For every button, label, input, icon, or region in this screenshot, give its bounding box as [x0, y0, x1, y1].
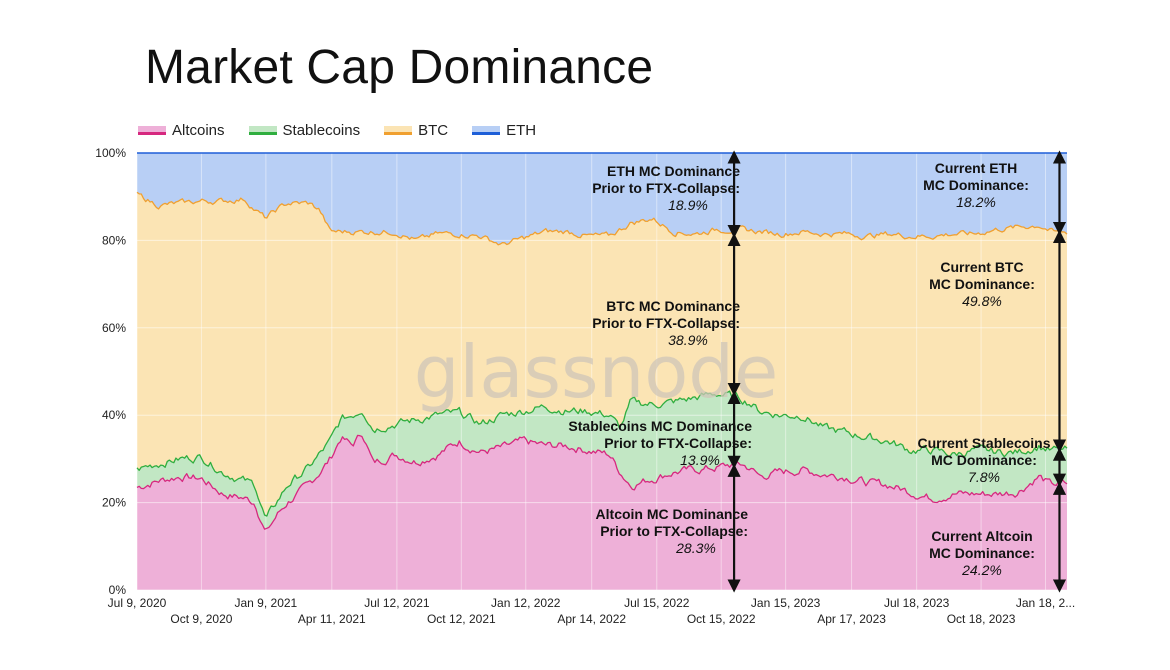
annotation-title: Stablecoins MC Dominance: [568, 418, 752, 434]
annotation-value: 18.9%: [668, 197, 708, 213]
x-tick-label: Jan 18, 2...: [1016, 596, 1075, 610]
annotation-title: Prior to FTX-Collapse:: [592, 315, 740, 331]
chart-title: Market Cap Dominance: [145, 41, 654, 94]
annotation-value: 28.3%: [675, 540, 716, 556]
y-tick-label: 40%: [102, 408, 126, 422]
y-tick-label: 20%: [102, 496, 126, 510]
annotation-title: BTC MC Dominance: [606, 298, 740, 314]
annotation-title: MC Dominance:: [931, 452, 1037, 468]
legend-label-eth: ETH: [506, 122, 537, 139]
legend-item-eth[interactable]: ETH: [472, 122, 536, 139]
watermark: glassnode: [414, 330, 779, 414]
line-btc: [136, 191, 1068, 246]
x-tick-label: Jan 9, 2021: [235, 596, 298, 610]
annotation-value: 38.9%: [668, 332, 708, 348]
x-tick-label: Jan 12, 2022: [491, 596, 561, 610]
annotation-title: MC Dominance:: [923, 177, 1029, 193]
annotation-title: Prior to FTX-Collapse:: [600, 523, 748, 539]
line-altcoins: [136, 434, 1068, 530]
legend-swatch-eth: [472, 126, 501, 135]
annotation-title: Prior to FTX-Collapse:: [604, 435, 752, 451]
annotation-title: MC Dominance:: [929, 276, 1035, 292]
x-tick-label: Jul 9, 2020: [108, 596, 167, 610]
annotation-value: 13.9%: [680, 452, 720, 468]
annotation-title: Current Stablecoins: [917, 435, 1050, 451]
x-tick-label: Jan 15, 2023: [751, 596, 821, 610]
annotation-value: 18.2%: [956, 194, 996, 210]
area-layer: [137, 153, 1067, 591]
legend-swatch-stablecoins: [248, 126, 277, 135]
annotation-value: 7.8%: [968, 469, 1000, 485]
x-tick-label: Apr 17, 2023: [817, 612, 886, 626]
legend-item-altcoins[interactable]: Altcoins: [138, 122, 225, 139]
y-tick-label: 80%: [102, 233, 126, 247]
annotation-title: Current Altcoin: [931, 528, 1032, 544]
x-tick-label: Oct 12, 2021: [427, 612, 496, 626]
annotation-value: 49.8%: [962, 293, 1002, 309]
y-tick-label: 60%: [102, 321, 126, 335]
annotation-title: Prior to FTX-Collapse:: [592, 180, 740, 196]
legend-swatch-altcoins: [138, 126, 166, 135]
y-axis: 0% 20% 40% 60% 80% 100%: [95, 146, 126, 597]
legend-label-altcoins: Altcoins: [172, 122, 225, 139]
y-tick-label: 100%: [95, 146, 126, 160]
x-tick-label: Oct 15, 2022: [687, 612, 756, 626]
legend-item-btc[interactable]: BTC: [384, 122, 448, 139]
x-tick-label: Apr 11, 2021: [298, 612, 366, 626]
line-layer: [136, 152, 1068, 530]
annotation-title: Altcoin MC Dominance: [596, 506, 749, 522]
annotation-value: 24.2%: [961, 562, 1002, 578]
annotation-title: MC Dominance:: [929, 545, 1035, 561]
x-tick-label: Jul 12, 2021: [364, 596, 430, 610]
legend: Altcoins Stablecoins BTC ETH: [138, 122, 536, 139]
x-tick-label: Apr 14, 2022: [557, 612, 626, 626]
y-tick-label: 0%: [109, 583, 127, 597]
legend-label-btc: BTC: [418, 122, 449, 139]
legend-label-stablecoins: Stablecoins: [282, 122, 361, 139]
x-tick-label: Oct 18, 2023: [947, 612, 1016, 626]
x-tick-label: Jul 15, 2022: [624, 596, 690, 610]
area-altcoins: [137, 435, 1067, 590]
annotation-title: ETH MC Dominance: [607, 163, 740, 179]
x-tick-label: Jul 18, 2023: [884, 596, 950, 610]
legend-swatch-btc: [384, 126, 413, 135]
annotation-title: Current ETH: [935, 160, 1017, 176]
annotation-title: Current BTC: [940, 259, 1023, 275]
legend-item-stablecoins[interactable]: Stablecoins: [248, 122, 361, 139]
line-stablecoins: [136, 390, 1068, 517]
x-tick-label: Oct 9, 2020: [170, 612, 232, 626]
